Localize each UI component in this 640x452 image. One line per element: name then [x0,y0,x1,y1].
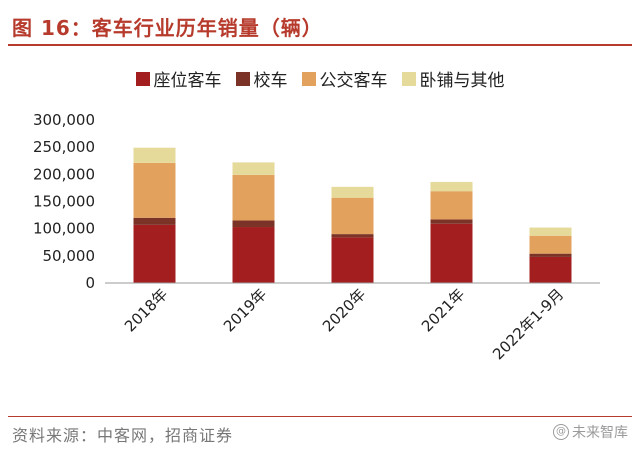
legend-item-seat: 座位客车 [135,66,222,91]
bar-segment [430,223,473,283]
legend-swatch-seat [135,71,150,86]
x-tick-label: 2019年 [220,285,270,335]
bar-segment [232,220,275,228]
bar-segment [331,186,374,198]
x-tick-label: 2020年 [319,285,369,335]
x-tick-label: 2022年1-9月 [489,285,567,363]
bar-segment [232,174,275,221]
bar-segment [133,162,176,218]
watermark-text: 未来智库 [572,425,628,441]
bar-segment [232,162,275,175]
bar-segment [331,237,374,283]
bar-segment [430,219,473,224]
legend-item-city: 公交客车 [301,66,388,91]
bar-segment [529,256,572,283]
watermark: @ 未来智库 [553,422,628,442]
bar-segment [331,197,374,235]
legend-swatch-school [235,71,250,86]
bar-segment [133,224,176,283]
bar-segment [331,234,374,238]
legend-label-city: 公交客车 [319,71,388,91]
bar-segment [529,227,572,236]
figure-title: 图 16：客车行业历年销量（辆） [12,16,323,40]
source-note: 资料来源：中客网，招商证券 [12,426,234,445]
chart-legend: 座位客车 校车 公交客车 卧铺与其他 [0,66,640,91]
x-tick-label: 2021年 [418,285,468,335]
legend-item-school: 校车 [235,66,288,91]
y-tick-label: 50,000 [43,247,96,265]
legend-item-sleeper: 卧铺与其他 [401,66,505,91]
legend-label-sleeper: 卧铺与其他 [419,71,505,91]
y-tick-label: 300,000 [33,111,95,129]
bar-segment [529,253,572,257]
x-tick-label: 2018年 [121,285,171,335]
legend-label-seat: 座位客车 [153,71,222,91]
legend-swatch-sleeper [401,71,416,86]
bar-segment [133,147,176,163]
legend-label-school: 校车 [253,71,288,91]
watermark-icon: @ [553,424,569,440]
bar-segment [529,235,572,254]
y-tick-label: 0 [85,274,95,292]
footer-divider [8,416,632,417]
bar-segment [430,181,473,192]
bar-segment [430,191,473,220]
legend-swatch-city [301,71,316,86]
y-tick-label: 200,000 [33,165,95,183]
title-divider [8,44,632,46]
y-tick-label: 250,000 [33,138,95,156]
y-tick-label: 150,000 [33,193,95,211]
bar-segment [133,217,176,225]
bar-segment [232,227,275,283]
y-tick-label: 100,000 [33,220,95,238]
bar-chart: 0 50,000 100,000 150,000 200,000 250,000 300,0… [33,111,600,363]
